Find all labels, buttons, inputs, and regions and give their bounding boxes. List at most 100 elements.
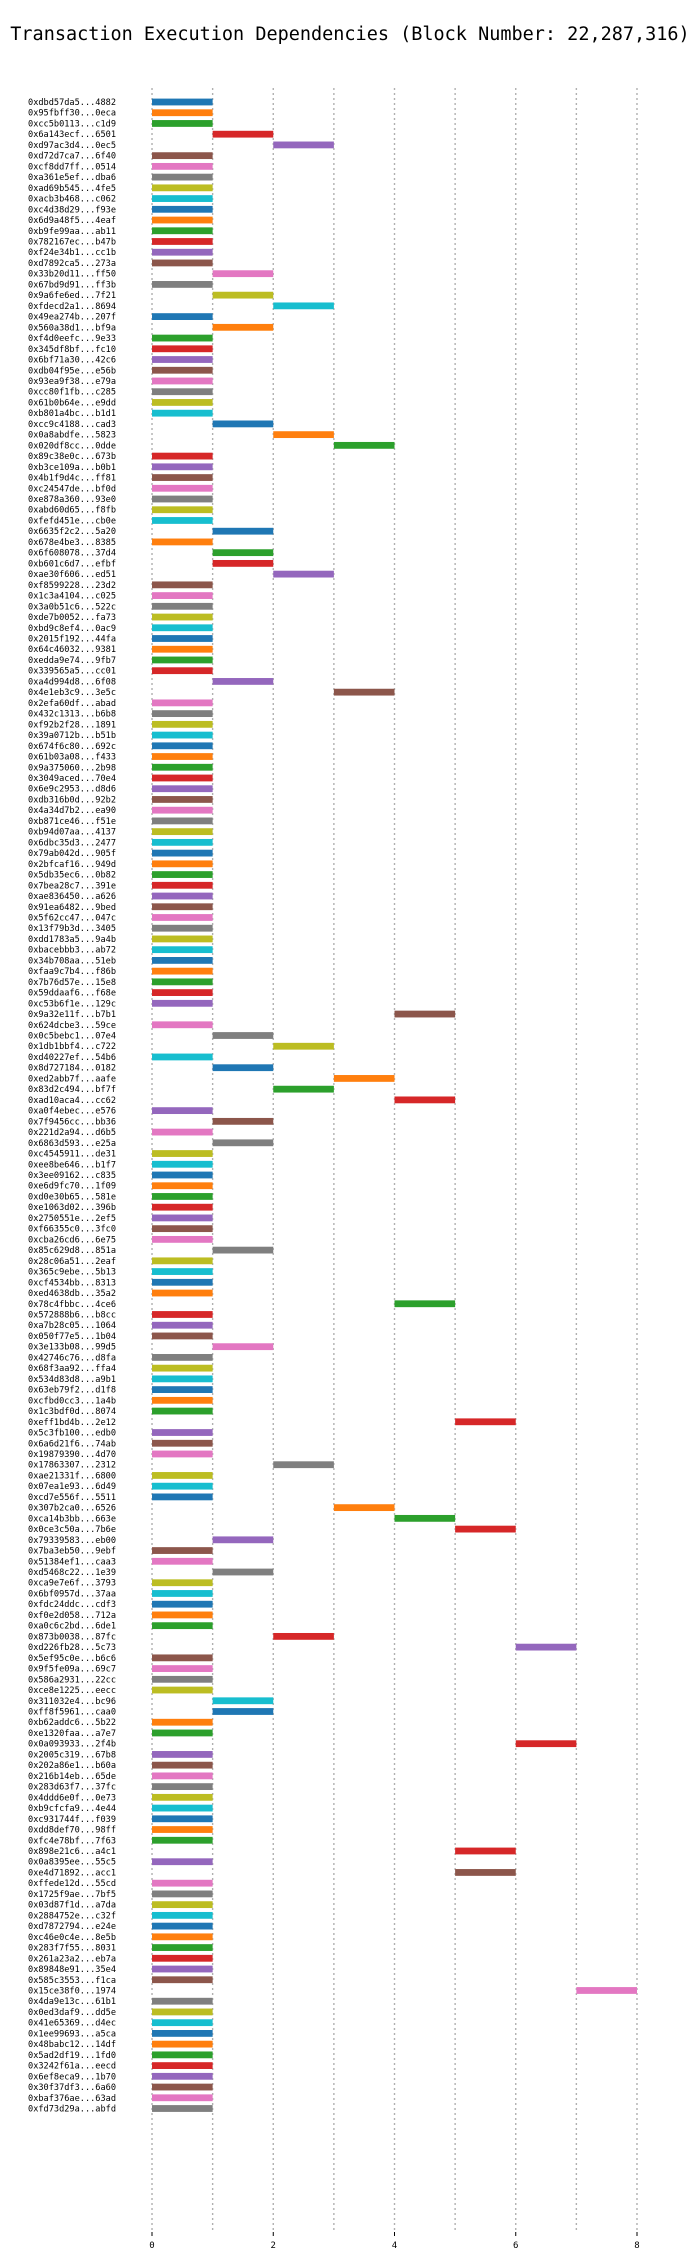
transaction-label: 0xa7b28c05...1064 <box>28 1321 116 1331</box>
transaction-label: 0xa0f4ebec...e576 <box>28 1107 116 1117</box>
transaction-label: 0x534d83d8...a9b1 <box>28 1375 116 1385</box>
transaction-bar <box>152 1278 213 1286</box>
transaction-label: 0x6e9c2953...d8d6 <box>28 785 116 795</box>
transaction-bar <box>152 1128 213 1136</box>
transaction-bar <box>333 441 395 449</box>
transaction-label: 0x202a86e1...b60a <box>28 1761 116 1771</box>
transaction-label: 0xcf4534bb...8313 <box>28 1278 116 1288</box>
transaction-label: 0x34b708aa...51eb <box>28 956 116 966</box>
transaction-label: 0xdd1783a5...9a4b <box>28 935 116 945</box>
transaction-label: 0x1c3a4104...c025 <box>28 592 116 602</box>
transaction-label: 0x89c38e0c...673b <box>28 452 116 462</box>
transaction-bar <box>152 1364 213 1372</box>
transaction-label: 0x624dcbe3...59ce <box>28 1021 116 1031</box>
transaction-bar <box>152 753 213 760</box>
transaction-bar <box>152 1751 213 1758</box>
transaction-bar <box>152 1965 213 1973</box>
transaction-bar <box>152 903 213 911</box>
transaction-label: 0xdd8def70...98ff <box>28 1826 116 1836</box>
transaction-label: 0xc4545911...de31 <box>28 1150 116 1160</box>
transaction-label: 0xf92b2f28...1891 <box>28 720 116 730</box>
transaction-bar <box>515 1643 577 1651</box>
transaction-label: 0x4da9e13c...61b1 <box>28 1997 116 2007</box>
transaction-label: 0x4b1f9d4c...ff81 <box>28 474 116 484</box>
transaction-label: 0x2015f192...44fa <box>28 635 116 645</box>
transaction-bar <box>152 2083 213 2091</box>
transaction-bar <box>152 1171 213 1179</box>
transaction-bar <box>152 1815 213 1823</box>
transaction-bar <box>212 420 274 428</box>
transaction-label: 0xe1063d02...396b <box>28 1203 116 1213</box>
transaction-label: 0xed2abb7f...aafe <box>28 1074 116 1084</box>
transaction-bar <box>212 1032 274 1039</box>
transaction-bar <box>152 989 213 996</box>
transaction-label: 0x283f7f55...8031 <box>28 1944 116 1954</box>
transaction-bar <box>152 1021 213 1029</box>
transaction-bar <box>152 1901 213 1909</box>
transaction-label: 0x3049aced...70e4 <box>28 774 116 784</box>
transaction-label: 0xedda9e74...9fb7 <box>28 656 116 666</box>
transaction-bar <box>152 495 213 503</box>
transaction-bar <box>333 688 395 696</box>
transaction-bar <box>152 645 213 653</box>
transaction-bar <box>152 1375 213 1383</box>
transaction-label: 0x678e4be3...8385 <box>28 538 116 548</box>
transaction-bar <box>152 1879 213 1887</box>
transaction-label: 0x5db35ec6...0b82 <box>28 871 116 881</box>
transaction-label: 0x339565a5...cc01 <box>28 667 116 677</box>
transaction-bar <box>152 1729 213 1737</box>
transaction-label: 0x5c3fb100...edb0 <box>28 1429 116 1439</box>
transaction-label: 0x2efa60df...abad <box>28 699 116 709</box>
transaction-label: 0xf66355c0...3fc0 <box>28 1225 116 1235</box>
transaction-bar <box>152 1482 213 1490</box>
transaction-bar <box>394 1010 456 1018</box>
transaction-label: 0x67bd9d91...ff3b <box>28 280 116 290</box>
transaction-bar <box>152 1911 213 1919</box>
transaction-bar <box>152 1922 213 1930</box>
transaction-bar <box>152 1493 213 1501</box>
transaction-label: 0xee8be646...b1f7 <box>28 1160 116 1170</box>
transaction-label: 0x6dbc35d3...2477 <box>28 838 116 848</box>
transaction-label: 0x30f37df3...6a60 <box>28 2083 116 2093</box>
transaction-label: 0x79339583...eb00 <box>28 1536 116 1546</box>
transaction-bar <box>152 1193 213 1200</box>
transaction-bar <box>152 1203 213 1211</box>
transaction-label: 0x2884752e...c32f <box>28 1911 116 1921</box>
transaction-bar <box>152 1836 213 1844</box>
transaction-label: 0x7b76d57e...15e8 <box>28 978 116 988</box>
transaction-label: 0xc931744f...f039 <box>28 1815 116 1825</box>
transaction-label: 0xfefd451e...cb0e <box>28 516 116 526</box>
transaction-label: 0xdbd57da5...4882 <box>28 98 116 108</box>
transaction-bar <box>152 1547 213 1554</box>
transaction-bar <box>152 216 213 224</box>
transaction-label: 0xe4d71892...acc1 <box>28 1868 116 1878</box>
transaction-label: 0xde7b0052...fa73 <box>28 613 116 623</box>
transaction-label: 0xf0e2d058...712a <box>28 1611 116 1621</box>
transaction-bar <box>152 742 213 750</box>
transaction-bar <box>152 1686 213 1694</box>
transaction-label: 0x560a38d1...bf9a <box>28 323 116 333</box>
transaction-label: 0xb601c6d7...efbf <box>28 559 116 569</box>
transaction-bar <box>212 1343 274 1351</box>
transaction-bar <box>515 1740 577 1748</box>
transaction-bar <box>152 592 213 599</box>
transaction-bar <box>212 1246 274 1254</box>
transaction-bar <box>152 98 213 106</box>
transaction-label: 0x674f6c80...692c <box>28 742 116 752</box>
transaction-label: 0xe878a360...93e0 <box>28 495 116 505</box>
transaction-label: 0x13f79b3d...3405 <box>28 924 116 934</box>
transaction-label: 0x28c06a51...2eaf <box>28 1257 116 1267</box>
x-tick-label: 4 <box>392 2241 397 2251</box>
transaction-bar <box>152 935 213 943</box>
transaction-bar <box>152 1150 213 1157</box>
transaction-label: 0x585c3553...f1ca <box>28 1976 116 1986</box>
bars <box>152 98 637 2112</box>
transaction-bar <box>152 227 213 235</box>
transaction-label: 0x2750551e...2ef5 <box>28 1214 116 1224</box>
transaction-label: 0xf24e34b1...cc1b <box>28 248 116 258</box>
transaction-label: 0xad69b545...4fe5 <box>28 184 116 194</box>
transaction-bar <box>152 946 213 954</box>
transaction-label: 0x19879390...4d70 <box>28 1450 116 1460</box>
transaction-bar <box>152 602 213 610</box>
transaction-label: 0xb9fe99aa...ab11 <box>28 227 116 237</box>
